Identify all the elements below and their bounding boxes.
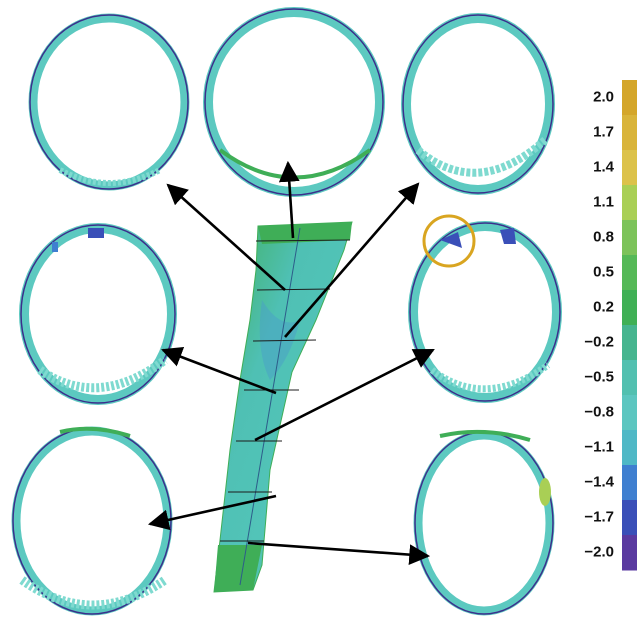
color-scale: 2.0 1.7 1.4 1.1 0.8 0.5 0.2 −0.2 −0.5 −0.8 −1.1 −1.…	[584, 80, 637, 571]
color-scale-swatch	[622, 80, 637, 116]
color-scale-label: 0.5	[593, 264, 614, 281]
cross-section-middle-left	[19, 223, 177, 405]
color-scale-swatch	[622, 185, 637, 221]
color-scale-label: −1.7	[584, 509, 614, 526]
color-scale-label: 2.0	[593, 89, 614, 106]
color-scale-swatch	[622, 290, 637, 326]
color-scale-label: 0.8	[593, 229, 614, 246]
arrow-to-bottom-right	[247, 541, 431, 566]
color-scale-label: −1.4	[584, 474, 614, 491]
color-scale-swatch	[622, 220, 637, 256]
cross-section-top-right	[401, 13, 555, 195]
color-scale-label: 0.2	[593, 299, 614, 316]
arrows	[147, 160, 435, 566]
color-scale-label: −0.5	[584, 369, 614, 386]
color-scale-label: −1.1	[584, 439, 614, 456]
arrow-to-top-left	[166, 183, 286, 291]
color-scale-label: 1.1	[593, 194, 614, 211]
color-scale-label: 1.4	[593, 159, 615, 176]
color-scale-swatch	[622, 115, 637, 151]
color-scale-label: −0.8	[584, 404, 614, 421]
cross-section-top-left	[28, 13, 190, 191]
color-scale-bar	[622, 80, 637, 571]
color-scale-label: 1.7	[593, 124, 614, 141]
cross-section-bottom-left	[11, 426, 173, 616]
cross-section-middle-right	[408, 221, 562, 403]
color-scale-labels: 2.0 1.7 1.4 1.1 0.8 0.5 0.2 −0.2 −0.5 −0.8 −1.1 −1.…	[584, 89, 614, 561]
arrow-to-bottom-left	[147, 494, 277, 531]
color-scale-swatch	[622, 360, 637, 396]
color-scale-swatch	[622, 325, 637, 361]
color-scale-swatch	[622, 535, 637, 571]
arrow-to-top-center	[278, 160, 300, 239]
color-scale-swatch	[622, 150, 637, 186]
color-scale-swatch	[622, 465, 637, 501]
color-scale-swatch	[622, 255, 637, 291]
color-scale-label: −0.2	[584, 334, 614, 351]
cross-section-bottom-right	[413, 429, 555, 616]
arrow-to-middle-right	[254, 348, 435, 442]
color-scale-label: −2.0	[584, 544, 614, 561]
highlight-circle	[422, 214, 476, 268]
color-scale-swatch	[622, 430, 637, 466]
cross-section-top-center	[203, 7, 385, 197]
color-scale-swatch	[622, 500, 637, 536]
color-scale-swatch	[622, 395, 637, 431]
arrow-to-top-right	[284, 182, 420, 338]
cross-sections	[11, 7, 562, 616]
bone-model	[213, 221, 353, 593]
arrow-to-middle-left	[161, 346, 277, 395]
